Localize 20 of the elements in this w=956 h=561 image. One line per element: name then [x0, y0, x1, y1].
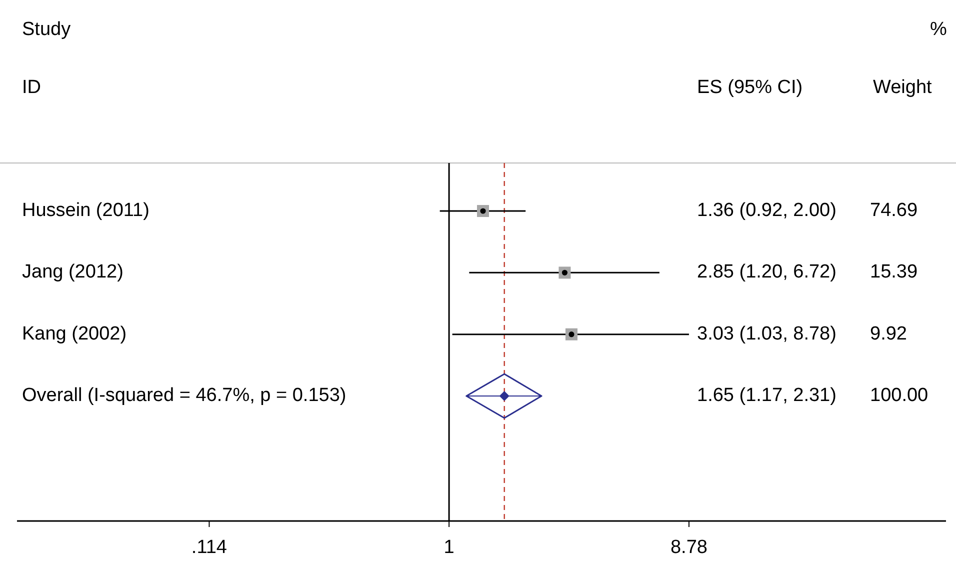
annotation: 9.92: [870, 323, 907, 344]
annotation: 1.36 (0.92, 2.00): [697, 200, 836, 222]
annotation: 100.00: [870, 385, 928, 406]
text: %: [930, 19, 947, 40]
y-tick-label: Jang (2012): [22, 262, 124, 283]
y-tick-label: Kang (2002): [22, 323, 127, 344]
text: ID: [22, 77, 41, 98]
text: ES (95% CI): [697, 77, 803, 98]
text: Weight: [873, 77, 933, 98]
y-tick-label: Overall (I-squared = 46.7%, p = 0.153): [22, 385, 346, 406]
annotation: 2.85 (1.20, 6.72): [697, 262, 836, 283]
x-tick-label: .114: [191, 537, 228, 558]
annotation: 74.69: [870, 200, 918, 222]
x-tick-label: 1: [444, 537, 454, 558]
y-tick-label: Hussein (2011): [22, 200, 150, 222]
text: Study: [22, 19, 72, 40]
x-tick-label: 8.78: [670, 537, 708, 558]
annotation: 1.65 (1.17, 2.31): [697, 385, 836, 406]
annotation: 15.39: [870, 262, 918, 283]
annotation: 3.03 (1.03, 8.78): [697, 323, 836, 344]
